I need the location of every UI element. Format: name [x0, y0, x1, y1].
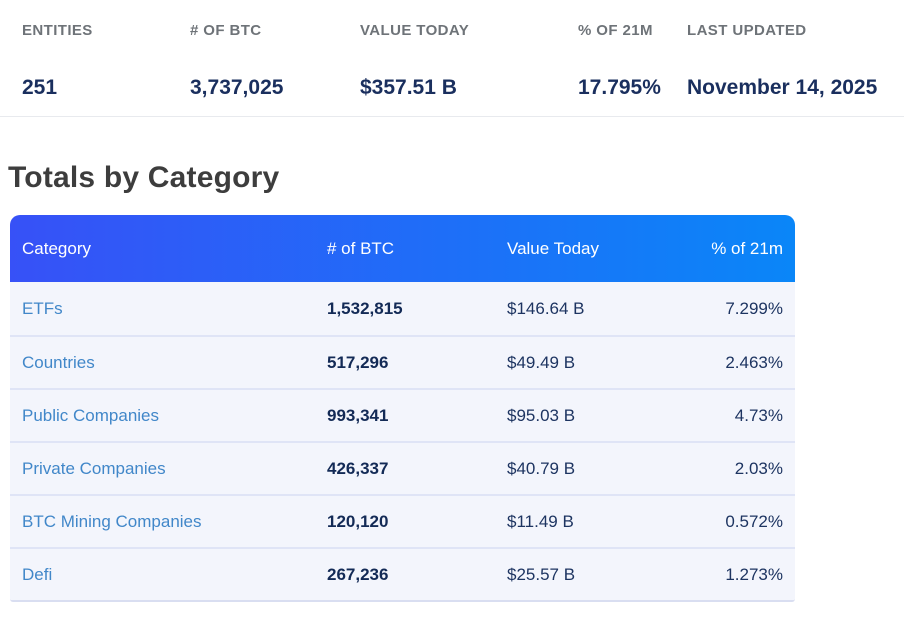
cell-pct-of-21m: 1.273%: [725, 564, 783, 584]
category-link[interactable]: ETFs: [22, 298, 63, 318]
table-row: Defi 267,236 $25.57 B 1.273%: [10, 547, 795, 600]
category-link[interactable]: Defi: [22, 564, 53, 584]
table-row: Private Companies 426,337 $40.79 B 2.03%: [10, 441, 795, 494]
stat-item: # OF BTC 3,737,025: [190, 10, 360, 100]
stat-value: November 14, 2025: [687, 76, 878, 99]
cell-btc-amount: 517,296: [327, 352, 389, 372]
stat-label: ENTITIES: [22, 22, 93, 40]
cell-btc-amount: 1,532,815: [327, 298, 403, 318]
summary-stats-bar: ENTITIES 251 # OF BTC 3,737,025 VALUE TO…: [0, 0, 904, 117]
table-body: ETFs 1,532,815 $146.64 B 7.299% Countrie…: [10, 282, 795, 600]
cell-btc-amount: 993,341: [327, 405, 389, 425]
cell-value-today: $95.03 B: [507, 405, 576, 425]
category-link[interactable]: Countries: [22, 352, 95, 372]
stat-item: LAST UPDATED November 14, 2025: [687, 10, 902, 100]
cell-btc-amount: 267,236: [327, 564, 389, 584]
stat-item: VALUE TODAY $357.51 B: [360, 10, 578, 100]
header-cell-category: Category: [22, 238, 91, 258]
cell-btc-amount: 426,337: [327, 458, 389, 478]
page-title: Totals by Category: [8, 161, 280, 194]
cell-value-today: $11.49 B: [507, 511, 574, 531]
totals-by-category-table: Category # of BTC Value Today % of 21m E…: [10, 215, 795, 602]
cell-value-today: $25.57 B: [507, 564, 576, 584]
cell-value-today: $146.64 B: [507, 298, 585, 318]
stat-value: $357.51 B: [360, 76, 457, 99]
stat-value: 17.795%: [578, 76, 661, 99]
category-link[interactable]: BTC Mining Companies: [22, 511, 202, 531]
table-header-row: Category # of BTC Value Today % of 21m: [10, 215, 795, 282]
cell-pct-of-21m: 2.463%: [725, 352, 783, 372]
table-row: ETFs 1,532,815 $146.64 B 7.299%: [10, 282, 795, 335]
cell-pct-of-21m: 0.572%: [725, 511, 783, 531]
cell-pct-of-21m: 7.299%: [725, 298, 783, 318]
cell-btc-amount: 120,120: [327, 511, 389, 531]
stat-label: LAST UPDATED: [687, 22, 807, 40]
stat-label: % OF 21M: [578, 22, 653, 40]
stat-label: # OF BTC: [190, 22, 262, 40]
header-cell-pct-21m: % of 21m: [711, 238, 783, 258]
table-row: Public Companies 993,341 $95.03 B 4.73%: [10, 388, 795, 441]
category-link[interactable]: Private Companies: [22, 458, 166, 478]
table-row: BTC Mining Companies 120,120 $11.49 B 0.…: [10, 494, 795, 547]
stat-item: % OF 21M 17.795%: [578, 10, 687, 100]
header-cell-btc: # of BTC: [327, 238, 395, 258]
cell-pct-of-21m: 4.73%: [734, 405, 783, 425]
cell-value-today: $49.49 B: [507, 352, 576, 372]
stat-item: ENTITIES 251: [22, 10, 190, 100]
table-row: Countries 517,296 $49.49 B 2.463%: [10, 335, 795, 388]
stat-value: 251: [22, 76, 58, 99]
stat-label: VALUE TODAY: [360, 22, 470, 40]
cell-pct-of-21m: 2.03%: [734, 458, 783, 478]
stat-value: 3,737,025: [190, 76, 284, 99]
header-cell-value-today: Value Today: [507, 238, 599, 258]
cell-value-today: $40.79 B: [507, 458, 576, 478]
category-link[interactable]: Public Companies: [22, 405, 160, 425]
